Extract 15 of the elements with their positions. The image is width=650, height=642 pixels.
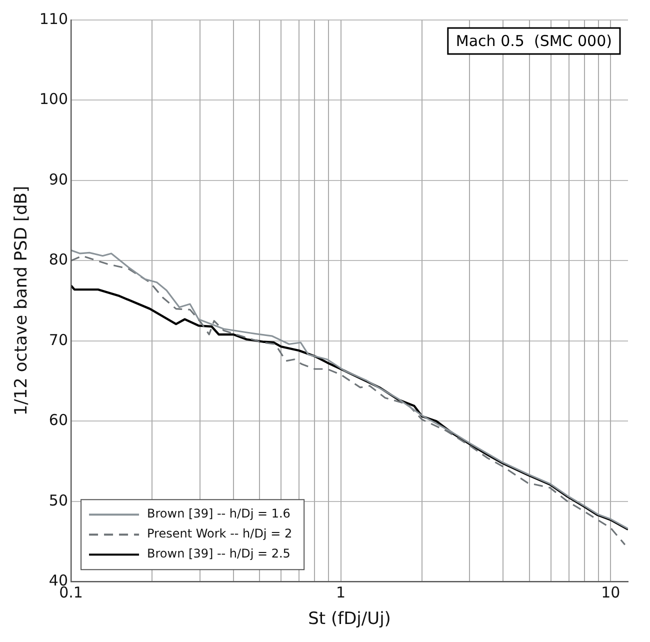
- x-axis-title: St (fDj/Uj): [308, 609, 391, 630]
- y-axis-title: 1/12 octave band PSD [dB]: [12, 186, 32, 416]
- legend-label: Present Work -- h/Dj = 2: [147, 526, 292, 541]
- y-tick-label: 60: [48, 411, 68, 430]
- annotation: Mach 0.5 (SMC 000): [456, 32, 612, 50]
- y-tick-label: 80: [48, 250, 68, 269]
- y-tick-label: 100: [39, 90, 68, 108]
- x-tick-label: 1: [336, 583, 346, 602]
- legend-label: Brown [39] -- h/Dj = 2.5: [147, 546, 290, 561]
- x-tick-label: 10: [601, 583, 620, 602]
- y-tick-label: 90: [48, 170, 68, 188]
- legend-label: Brown [39] -- h/Dj = 1.6: [147, 506, 290, 521]
- y-tick-label: 70: [48, 330, 68, 349]
- y-tick-label: 50: [48, 491, 68, 510]
- y-tick-label: 110: [39, 10, 68, 28]
